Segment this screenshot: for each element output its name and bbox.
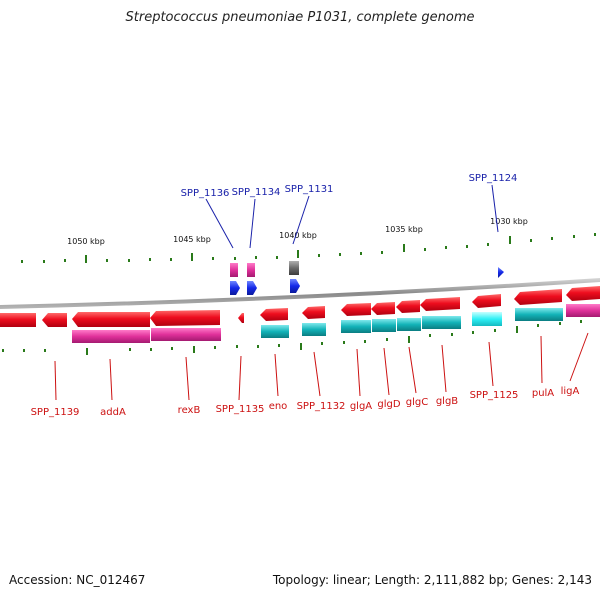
ruler-label: 1040 kbp	[279, 231, 317, 240]
gene-bar-cyan	[261, 325, 289, 338]
feature-spp-1134-box	[247, 263, 255, 277]
feature-spp-1134-arrow	[247, 281, 257, 295]
gene-bar-cyan-highlight	[472, 312, 502, 326]
gene-arrow	[514, 289, 562, 305]
reverse-genes	[72, 304, 600, 343]
gene-label-spp-1136: SPP_1136	[181, 188, 230, 199]
gene-arrow	[420, 297, 460, 311]
blue-labels: SPP_1136 SPP_1134 SPP_1131 SPP_1124	[181, 173, 518, 199]
gene-label-spp-1124: SPP_1124	[469, 173, 518, 184]
ruler-label: 1035 kbp	[385, 225, 423, 234]
gene-bar-cyan	[422, 316, 461, 329]
gene-arrow	[566, 286, 600, 301]
gene-label-glga: glgA	[350, 401, 372, 412]
gene-arrow	[396, 300, 420, 313]
gene-bar-magenta	[72, 330, 150, 343]
gene-bar-magenta	[151, 328, 221, 341]
feature-spp-1131-arrow	[290, 279, 300, 293]
genome-backbone	[0, 278, 600, 309]
gene-label-spp-1134: SPP_1134	[232, 187, 281, 198]
feature-spp-1136-box	[230, 263, 238, 277]
genome-summary-text: Topology: linear; Length: 2,111,882 bp; …	[272, 573, 592, 587]
gene-arrow	[371, 302, 395, 315]
feature-spp-1131-box	[289, 261, 299, 275]
ruler-label: 1045 kbp	[173, 235, 211, 244]
gene-arrow	[72, 312, 150, 327]
gene-arrow	[472, 294, 501, 308]
accession-text: Accession: NC_012467	[9, 573, 146, 587]
ruler-labels: 1050 kbp 1045 kbp 1040 kbp 1035 kbp 1030…	[67, 217, 528, 246]
upper-features	[230, 261, 504, 295]
gene-label-spp-1139: SPP_1139	[31, 407, 80, 418]
gene-arrow	[238, 313, 244, 323]
gene-label-pula: pulA	[532, 388, 554, 399]
gene-bar-cyan	[341, 320, 371, 333]
forward-genes	[0, 286, 600, 327]
gene-bar-cyan	[515, 308, 563, 321]
red-leader-lines	[54, 332, 589, 401]
feature-spp-1124-arrow	[498, 267, 504, 278]
lower-tick-marks	[2, 320, 582, 355]
gene-bar-cyan	[372, 319, 396, 332]
gene-label-liga: ligA	[561, 386, 580, 397]
upper-tick-marks	[21, 233, 596, 263]
gene-arrow	[341, 303, 371, 316]
gene-arrow	[302, 306, 325, 319]
gene-label-glgc: glgC	[406, 397, 428, 408]
red-labels: SPP_1139 addA rexB SPP_1135 eno SPP_1132…	[31, 386, 580, 418]
ruler-label: 1030 kbp	[490, 217, 528, 226]
gene-label-spp-1125: SPP_1125	[470, 390, 519, 401]
feature-spp-1136-arrow	[230, 281, 240, 295]
gene-label-spp-1135: SPP_1135	[216, 404, 265, 415]
gene-label-spp-1132: SPP_1132	[297, 401, 346, 412]
gene-arrow	[150, 310, 220, 326]
map-title: Streptococcus pneumoniae P1031, complete…	[125, 10, 475, 25]
ruler-label: 1050 kbp	[67, 237, 105, 246]
blue-leader-lines	[205, 184, 499, 249]
gene-bar-cyan	[302, 323, 326, 336]
gene-arrow	[260, 308, 288, 321]
gene-label-adda: addA	[100, 407, 126, 418]
gene-bar-magenta	[566, 304, 600, 317]
gene-label-glgd: glgD	[377, 399, 400, 410]
gene-label-rexb: rexB	[178, 405, 201, 416]
gene-label-eno: eno	[269, 401, 288, 412]
gene-label-spp-1131: SPP_1131	[285, 184, 334, 195]
gene-label-glgb: glgB	[436, 396, 458, 407]
gene-bar-cyan	[397, 318, 421, 331]
gene-arrow	[42, 313, 67, 327]
gene-arrow	[0, 313, 36, 327]
